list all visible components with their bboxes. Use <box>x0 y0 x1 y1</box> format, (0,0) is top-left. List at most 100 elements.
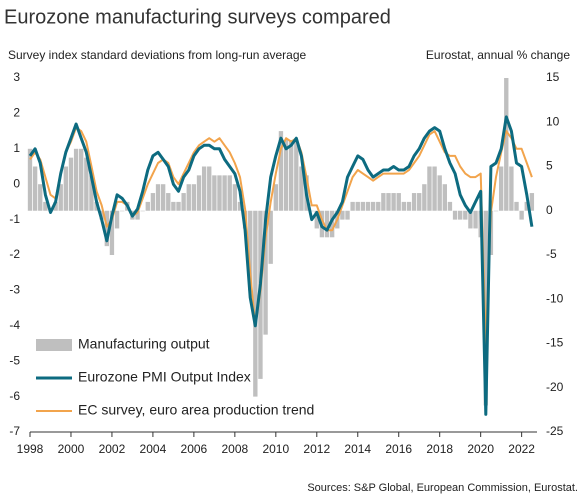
bar <box>155 184 161 211</box>
bar <box>294 139 299 211</box>
y-tick-label: -2 <box>9 247 20 261</box>
bar <box>176 201 181 211</box>
bar <box>329 210 335 238</box>
bar <box>504 78 509 211</box>
y2-tick-label: -5 <box>546 247 557 261</box>
bar <box>109 210 115 255</box>
bar <box>150 193 156 211</box>
bar <box>411 193 417 211</box>
bar <box>396 193 401 211</box>
y-tick-label: -3 <box>9 283 20 297</box>
x-tick-label: 2000 <box>58 442 85 456</box>
bar <box>289 139 294 211</box>
bar <box>273 184 278 211</box>
y-tick-label: 3 <box>13 70 20 84</box>
bar <box>381 193 386 211</box>
bar <box>43 201 48 211</box>
bar <box>406 201 412 211</box>
y-axis-label: Survey index standard deviations from lo… <box>8 48 306 62</box>
bar <box>114 210 120 229</box>
bar <box>442 184 447 211</box>
y-tick-label: -1 <box>9 212 20 226</box>
bar <box>145 201 150 211</box>
bar <box>278 131 284 211</box>
x-tick-label: 2018 <box>426 442 453 456</box>
bar <box>509 166 514 211</box>
bar <box>314 210 319 229</box>
bar <box>232 184 238 211</box>
y2-tick-label: -25 <box>546 424 564 438</box>
y2-tick-label: 0 <box>546 203 553 217</box>
y-tick-label: 2 <box>13 106 20 120</box>
bar <box>104 210 109 247</box>
bar <box>519 210 524 220</box>
bar <box>191 184 197 211</box>
bar <box>171 201 176 211</box>
x-tick-label: 2004 <box>140 442 167 456</box>
bar <box>360 201 366 211</box>
source: Sources: S&P Global, European Commission… <box>307 482 578 494</box>
bar <box>452 210 458 220</box>
bar <box>473 210 478 229</box>
bar <box>324 210 330 238</box>
bar <box>309 210 314 212</box>
bar <box>63 166 69 211</box>
y2-tick-label: 15 <box>546 70 560 84</box>
y2-tick-label: -10 <box>546 291 564 305</box>
bar <box>201 166 207 211</box>
chart-title: Eurozone manufacturing surveys compared <box>4 6 391 28</box>
bar <box>196 175 202 211</box>
bar <box>166 193 171 211</box>
y2-tick-label: -15 <box>546 336 564 350</box>
bar <box>73 148 79 211</box>
bar <box>350 201 355 211</box>
y-tick-label: -7 <box>9 424 20 438</box>
bar <box>458 210 463 220</box>
x-tick-label: 2020 <box>467 442 494 456</box>
bar <box>376 201 381 211</box>
x-tick-label: 2008 <box>221 442 248 456</box>
bar <box>417 193 422 211</box>
bar <box>135 210 140 220</box>
bar <box>268 210 273 264</box>
x-tick-label: 2006 <box>181 442 208 456</box>
bar <box>217 175 222 211</box>
bar <box>120 210 125 212</box>
bar <box>222 175 227 211</box>
bar <box>355 201 360 211</box>
bar <box>27 148 33 211</box>
x-tick-label: 2014 <box>344 442 371 456</box>
bar <box>181 193 186 211</box>
x-tick-label: 1998 <box>17 442 44 456</box>
x-tick-label: 2010 <box>262 442 289 456</box>
bar <box>207 166 212 211</box>
bar <box>79 148 84 211</box>
bar <box>299 166 304 211</box>
x-tick-label: 2022 <box>508 442 535 456</box>
bar <box>468 210 473 229</box>
bar <box>263 210 268 335</box>
bar <box>253 210 258 397</box>
line <box>28 115 534 416</box>
bar <box>84 157 89 211</box>
bar <box>140 210 145 212</box>
y2-tick-label: -20 <box>546 380 564 394</box>
y2-axis-label: Eurostat, annual % change <box>426 48 570 62</box>
bar <box>529 193 535 211</box>
bar <box>493 210 499 212</box>
y2-tick-label: 5 <box>546 159 553 173</box>
x-tick-label: 2016 <box>385 442 412 456</box>
bar <box>365 201 371 211</box>
y2-tick-label: 10 <box>546 114 560 128</box>
bar <box>68 157 74 211</box>
bar <box>237 201 243 211</box>
bar <box>89 175 94 211</box>
legend-label: EC survey, euro area production trend <box>78 402 314 418</box>
legend-label: Eurozone PMI Output Index <box>78 369 251 385</box>
bar <box>422 184 427 211</box>
bar <box>160 184 166 211</box>
bar <box>370 201 376 211</box>
bar <box>524 201 529 211</box>
bar <box>248 210 253 291</box>
